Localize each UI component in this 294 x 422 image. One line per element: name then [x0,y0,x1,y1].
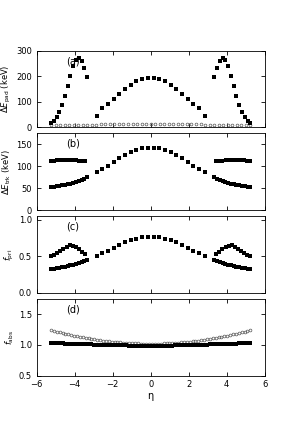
Y-axis label: $\Delta E_\mathrm{pad}$ (keV): $\Delta E_\mathrm{pad}$ (keV) [0,65,13,113]
Text: (c): (c) [66,222,79,232]
Text: (a): (a) [66,56,80,66]
Y-axis label: $f_\mathrm{pri}$: $f_\mathrm{pri}$ [3,249,16,260]
Text: (d): (d) [66,304,80,314]
X-axis label: η: η [148,391,154,401]
Y-axis label: $f_\mathrm{abs}$: $f_\mathrm{abs}$ [4,330,16,345]
Text: (b): (b) [66,139,80,149]
Y-axis label: $\Delta E_\mathrm{trk}$ (keV): $\Delta E_\mathrm{trk}$ (keV) [1,149,13,195]
